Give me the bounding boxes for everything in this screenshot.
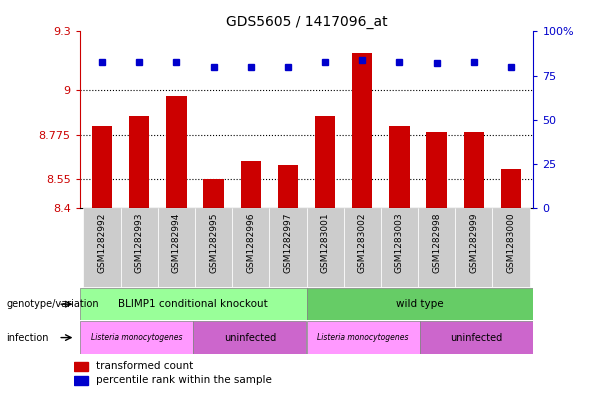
Bar (306, 208, 344, 287)
Text: GSM1282998: GSM1282998 (432, 212, 441, 273)
Text: GSM1283000: GSM1283000 (506, 212, 516, 273)
Text: GSM1282995: GSM1282995 (209, 212, 218, 273)
Bar (501, 169, 521, 208)
Text: GSM1282994: GSM1282994 (172, 212, 181, 273)
Bar (463, 132, 484, 208)
Bar (232, 208, 269, 287)
Bar (352, 53, 373, 208)
Bar (306, 321, 420, 354)
Bar (344, 208, 381, 287)
Title: GDS5605 / 1417096_at: GDS5605 / 1417096_at (226, 15, 387, 29)
Bar (492, 208, 530, 287)
Bar (278, 165, 298, 208)
Text: Listeria monocytogenes: Listeria monocytogenes (91, 333, 182, 342)
Bar (420, 321, 533, 354)
Bar (240, 161, 261, 208)
Text: uninfected: uninfected (451, 332, 503, 343)
Bar (204, 179, 224, 208)
Text: GSM1282997: GSM1282997 (283, 212, 292, 273)
Bar (389, 126, 409, 208)
Bar (166, 96, 186, 208)
Text: GSM1283001: GSM1283001 (321, 212, 330, 273)
Bar (74, 376, 88, 385)
Text: genotype/variation: genotype/variation (6, 299, 99, 309)
Text: GSM1283002: GSM1283002 (358, 212, 367, 273)
Bar (193, 321, 306, 354)
Bar (418, 208, 455, 287)
Bar (80, 321, 193, 354)
Bar (427, 132, 447, 208)
Text: uninfected: uninfected (224, 332, 276, 343)
Bar (129, 116, 150, 208)
Text: GSM1282999: GSM1282999 (470, 212, 478, 273)
Bar (455, 208, 492, 287)
Bar (92, 126, 112, 208)
Bar (315, 116, 335, 208)
Text: BLIMP1 conditional knockout: BLIMP1 conditional knockout (118, 299, 268, 309)
Bar (80, 288, 306, 320)
Bar (74, 362, 88, 371)
Bar (121, 208, 158, 287)
Text: percentile rank within the sample: percentile rank within the sample (96, 375, 272, 386)
Bar (306, 288, 533, 320)
Text: transformed count: transformed count (96, 361, 193, 371)
Bar (381, 208, 418, 287)
Bar (158, 208, 195, 287)
Text: GSM1282993: GSM1282993 (135, 212, 143, 273)
Bar (195, 208, 232, 287)
Text: infection: infection (6, 332, 48, 343)
Text: GSM1282996: GSM1282996 (246, 212, 255, 273)
Bar (83, 208, 121, 287)
Bar (269, 208, 306, 287)
Text: wild type: wild type (396, 299, 444, 309)
Text: Listeria monocytogenes: Listeria monocytogenes (318, 333, 409, 342)
Text: GSM1282992: GSM1282992 (97, 212, 107, 273)
Text: GSM1283003: GSM1283003 (395, 212, 404, 273)
